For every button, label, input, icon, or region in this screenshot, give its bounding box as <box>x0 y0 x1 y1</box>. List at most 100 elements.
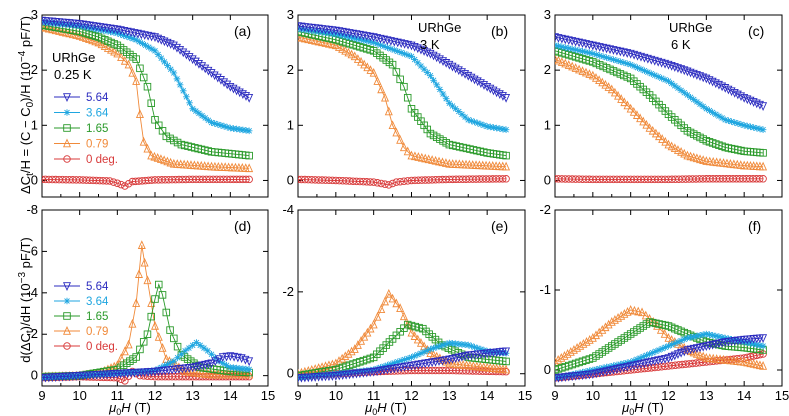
data-point <box>680 89 688 96</box>
legend-label: 1.65 <box>86 311 108 323</box>
data-point <box>733 90 742 100</box>
data-point <box>158 291 167 299</box>
ylabel-bottom-part-2: )/dH (10 <box>18 283 33 330</box>
data-point <box>655 131 664 141</box>
data-point <box>399 142 408 152</box>
data-point <box>480 122 488 129</box>
data-point <box>392 127 401 137</box>
ylabel-bottom-part-0: d(ΔC <box>18 333 33 363</box>
data-point <box>759 102 768 111</box>
data-point <box>452 105 459 113</box>
data-point <box>680 66 689 76</box>
data-point <box>755 175 764 183</box>
panel-label-d: (d) <box>234 218 251 234</box>
data-point <box>55 20 63 28</box>
data-point <box>185 53 194 62</box>
data-point <box>145 43 153 51</box>
x-tick-label: 13 <box>442 388 456 403</box>
data-point <box>158 127 167 135</box>
data-point <box>652 348 660 355</box>
temperature-label: 3 K <box>420 37 440 52</box>
data-point <box>623 307 632 316</box>
data-point <box>219 359 227 367</box>
data-point <box>381 180 389 188</box>
data-point <box>126 34 134 41</box>
data-point <box>369 319 378 329</box>
data-point <box>557 353 566 362</box>
data-point <box>711 79 720 89</box>
data-point <box>155 280 163 289</box>
data-point <box>671 340 679 347</box>
data-point <box>565 371 573 379</box>
x-tick-label: 11 <box>624 388 638 403</box>
data-point <box>661 76 669 83</box>
data-point <box>604 319 613 329</box>
data-point <box>132 76 141 85</box>
data-point <box>139 136 148 146</box>
data-point <box>477 120 485 128</box>
data-point <box>334 42 343 51</box>
data-point <box>712 110 720 118</box>
data-point <box>140 257 149 267</box>
data-point <box>154 34 163 44</box>
data-point <box>674 84 682 92</box>
data-point <box>591 330 600 340</box>
data-point <box>90 25 97 32</box>
data-point <box>242 127 250 134</box>
data-point <box>468 117 475 125</box>
data-point <box>705 76 714 85</box>
data-point <box>417 349 425 357</box>
data-point <box>183 93 190 101</box>
legend-marker <box>63 109 71 116</box>
data-point <box>439 90 447 98</box>
data-point <box>671 82 679 90</box>
data-point <box>699 331 707 338</box>
data-point <box>737 121 745 128</box>
data-point <box>623 60 631 67</box>
temperature-label: 6 K <box>671 37 691 52</box>
panel-frame <box>41 14 269 198</box>
data-point <box>408 354 415 361</box>
data-point <box>610 56 617 63</box>
data-point <box>123 33 131 40</box>
y-tick-label: -4 <box>26 285 38 300</box>
data-point <box>178 350 185 358</box>
data-point <box>630 62 638 70</box>
data-point <box>416 338 425 347</box>
data-point <box>446 99 453 107</box>
data-point <box>170 136 178 145</box>
data-point <box>148 367 155 375</box>
data-point <box>322 371 329 379</box>
data-point <box>388 120 397 130</box>
data-point <box>693 98 701 106</box>
data-point <box>595 75 604 85</box>
data-point <box>194 59 203 69</box>
data-point <box>344 348 353 358</box>
ylabel-top-part-6: pF/T) <box>18 16 33 51</box>
data-point <box>743 95 752 105</box>
panel-e: 9 10 11 12 13 14 15 0 -2 -4 (e) <box>282 202 532 403</box>
data-point <box>226 82 235 92</box>
data-point <box>439 57 448 66</box>
data-point <box>658 134 667 143</box>
data-point <box>350 344 359 353</box>
data-point <box>193 339 200 346</box>
data-point <box>467 73 476 83</box>
data-point <box>696 72 705 82</box>
data-point <box>403 320 412 329</box>
data-point <box>560 351 569 360</box>
data-point <box>204 66 213 76</box>
data-point <box>744 122 751 130</box>
data-point <box>308 373 316 380</box>
data-point <box>167 359 174 367</box>
data-point <box>498 92 507 101</box>
data-point <box>132 298 141 307</box>
data-point <box>151 367 159 374</box>
data-point <box>637 65 645 73</box>
series-3_64 <box>555 42 767 134</box>
data-point <box>100 41 109 51</box>
series-5_64 <box>555 33 768 111</box>
data-point <box>629 106 638 116</box>
data-point <box>220 122 228 130</box>
data-point <box>607 84 616 94</box>
